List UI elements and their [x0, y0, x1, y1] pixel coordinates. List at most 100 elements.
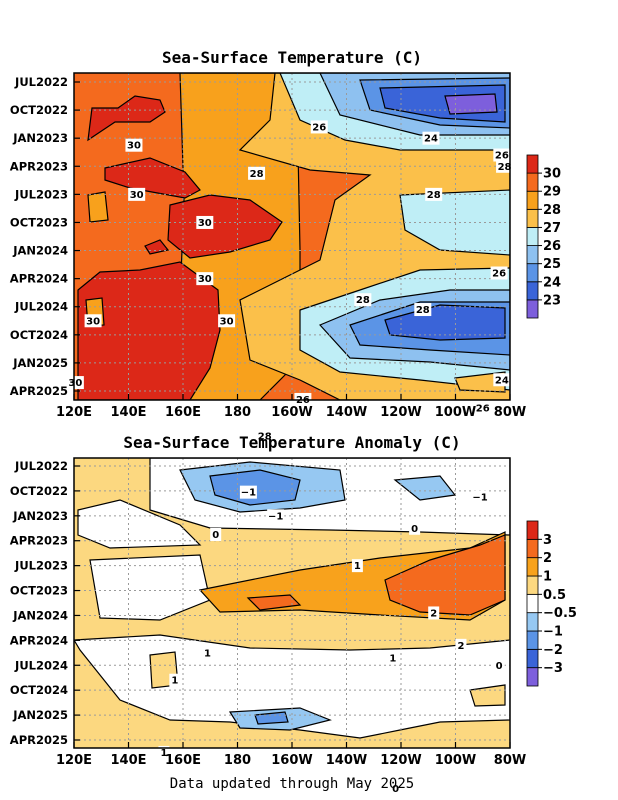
sst-y-tick-label: OCT2022: [10, 103, 68, 117]
sst-contour-label-box: [422, 131, 440, 145]
anomaly-colorbar-label: −1: [543, 625, 563, 640]
anomaly-contour-label: 1: [160, 748, 167, 759]
anomaly-contour-label: −1: [241, 488, 256, 499]
anomaly-colorbar-label: 0.5: [543, 588, 566, 603]
sst-contour-label-box: [256, 429, 274, 443]
sst-colorbar-label: 30: [543, 167, 561, 182]
anomaly-y-tick-label: APR2023: [10, 534, 68, 548]
anomaly-x-tick-label: 160E: [165, 753, 201, 768]
anomaly-contour-label-box: [428, 606, 440, 620]
sst-colorbar-label: 27: [543, 221, 561, 236]
sst-contour-label-box: [310, 120, 328, 134]
anomaly-colorbar-label: −3: [543, 661, 563, 676]
anomaly-contour-label-box: [390, 782, 402, 796]
sst-colorbar-label: 26: [543, 239, 561, 254]
anomaly-contour-label: 1: [171, 676, 178, 687]
anomaly-gridlines: [74, 458, 510, 748]
sst-contour-label-box: [248, 166, 266, 180]
anomaly-contour-label: 2: [430, 608, 437, 619]
sst-contour-label: 26: [492, 269, 506, 280]
sst-x-tick-label: 180: [224, 405, 251, 420]
sst-title: Sea-Surface Temperature (C): [162, 48, 422, 67]
sst-contour-label: 28: [427, 190, 441, 201]
anomaly-colorbar-label: 1: [543, 570, 552, 585]
sst-contour-label: 26: [312, 122, 326, 133]
sst-contour-label: 24: [495, 375, 509, 386]
anomaly-contour-label: 1: [204, 648, 211, 659]
sst-colorbar-swatch: [526, 208, 539, 228]
sst-contour-label-box: [66, 376, 84, 390]
anomaly-contour-label: 0: [392, 784, 399, 795]
anomaly-x-tick-label: 100W: [435, 753, 476, 768]
anomaly-colorbar-swatch: [526, 557, 539, 577]
sst-contour-label-box: [493, 148, 511, 162]
anomaly-y-tick-label: JAN2025: [12, 708, 68, 722]
sst-colorbar-swatch: [526, 227, 539, 246]
sst-x-tick-label: 140E: [110, 405, 146, 420]
anomaly-contour-label-box: [210, 528, 222, 541]
anomaly-contour-label-box: [455, 638, 467, 652]
sst-x-tick-label: 160W: [271, 405, 312, 420]
anomaly-colorbar: −3 −2 −1 −0.5 0.5 1 2 3: [526, 520, 577, 687]
sst-colorbar-swatch: [526, 299, 539, 319]
sst-y-tick-label: APR2025: [10, 384, 68, 398]
anomaly-y-tick-label: APR2024: [10, 633, 68, 647]
sst-contour-label: 30: [127, 141, 141, 152]
sst-contour-label: 28: [258, 431, 272, 442]
sst-cool-2022-23: [444, 93, 498, 115]
sst-contour-label: 30: [198, 218, 212, 229]
sst-contour-label-box: [196, 215, 214, 229]
anomaly-x-tick-label: 140E: [110, 753, 146, 768]
anomaly-contour-label-box: [471, 490, 489, 504]
anomaly-y-tick-label: OCT2023: [10, 584, 68, 598]
sst-x-ticks: 120E 140E 160E 180 160W 140W 120W 100W 80W: [56, 394, 526, 420]
sst-contour-label-box: [218, 314, 236, 328]
anomaly-y-ticks: JUL2022 OCT2022 JAN2023 APR2023 JUL2023 OCT20…: [10, 459, 80, 747]
sst-colorbar-swatch: [526, 154, 539, 174]
sst-x-tick-label: 100W: [435, 405, 476, 420]
sst-contour-label-box: [196, 272, 214, 286]
anomaly-contour-label: 0: [212, 530, 219, 541]
anomaly-y-tick-label: JUL2023: [14, 559, 68, 573]
sst-contour-label: 28: [498, 162, 512, 173]
anomaly-contour-label: 1: [389, 653, 396, 664]
sst-y-tick-label: JUL2023: [14, 187, 68, 201]
anom-warm-2023-3: [384, 534, 506, 616]
anomaly-colorbar-label: 2: [543, 551, 552, 566]
anomaly-contour-label-box: [409, 521, 421, 535]
anomaly-colorbar-swatch: [526, 538, 539, 559]
sst-colorbar-swatch: [526, 172, 539, 192]
anomaly-contour-label-box: [158, 745, 170, 759]
anomaly-x-tick-label: 140W: [326, 753, 367, 768]
anomaly-colorbar-label: −0.5: [543, 606, 577, 621]
sst-contour-label-box: [354, 293, 372, 307]
anomaly-colorbar-swatch: [526, 648, 539, 669]
anomaly-y-tick-label: JAN2024: [12, 608, 68, 622]
anomaly-contour-label-box: [267, 509, 285, 523]
sst-y-tick-label: JAN2023: [12, 131, 68, 145]
anomaly-contour-label: 0: [411, 524, 418, 535]
anomaly-title: Sea-Surface Temperature Anomaly (C): [123, 433, 460, 452]
anomaly-y-tick-label: JUL2024: [14, 658, 68, 672]
anomaly-colorbar-swatch: [526, 612, 539, 632]
sst-colorbar-swatch: [526, 281, 539, 301]
sst-x-tick-label: 120E: [56, 405, 92, 420]
sst-contour-label: 30: [198, 274, 212, 285]
sst-contour-label: 28: [356, 295, 370, 306]
anomaly-y-tick-label: OCT2024: [10, 683, 68, 697]
sst-field: [74, 73, 510, 400]
anomaly-panel: Sea-Surface Temperature Anomaly (C) −1 −1…: [10, 433, 577, 796]
sst-x-tick-label: 140W: [326, 405, 367, 420]
sst-x-tick-label: 80W: [494, 405, 526, 420]
anomaly-colorbar-swatch: [526, 575, 539, 595]
anomaly-colorbar-swatch: [526, 593, 539, 614]
sst-30-2022: [87, 95, 166, 142]
sst-panel: Sea-Surface Temperature (C) 30 30 30: [10, 48, 561, 443]
anomaly-contour-label: −1: [268, 511, 283, 522]
sst-contour-label-box: [474, 401, 492, 415]
sst-colorbar-label: 24: [543, 275, 561, 290]
anomaly-contour-label: 1: [354, 561, 361, 572]
anom-warm-spot: [246, 594, 302, 611]
